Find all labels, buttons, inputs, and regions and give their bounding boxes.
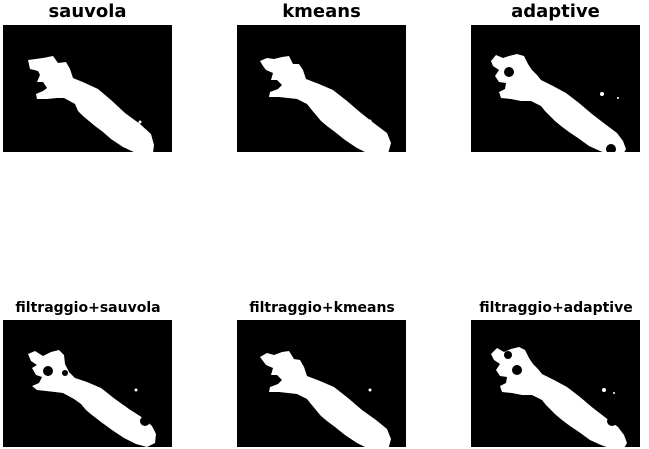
binary-mask-filtraggio-sauvola <box>3 320 172 447</box>
mask-image-filtraggio-kmeans <box>237 320 406 447</box>
panel-title-adaptive: adaptive <box>511 1 600 22</box>
binary-mask-filtraggio-kmeans <box>237 320 406 447</box>
binary-mask-filtraggio-adaptive <box>471 320 640 447</box>
panel-title-filtraggio-adaptive: filtraggio+adaptive <box>479 300 633 316</box>
binary-mask-kmeans <box>237 25 406 152</box>
panel-title-filtraggio-sauvola: filtraggio+sauvola <box>15 300 161 316</box>
mask-image-filtraggio-sauvola <box>3 320 172 447</box>
binary-mask-sauvola <box>3 25 172 152</box>
panel-title-kmeans: kmeans <box>282 1 361 22</box>
mask-image-kmeans <box>237 25 406 152</box>
panel-title-filtraggio-kmeans: filtraggio+kmeans <box>249 300 395 316</box>
panel-title-sauvola: sauvola <box>48 1 127 22</box>
mask-image-sauvola <box>3 25 172 152</box>
mask-image-filtraggio-adaptive <box>471 320 640 447</box>
binary-mask-adaptive <box>471 25 640 152</box>
mask-image-adaptive <box>471 25 640 152</box>
